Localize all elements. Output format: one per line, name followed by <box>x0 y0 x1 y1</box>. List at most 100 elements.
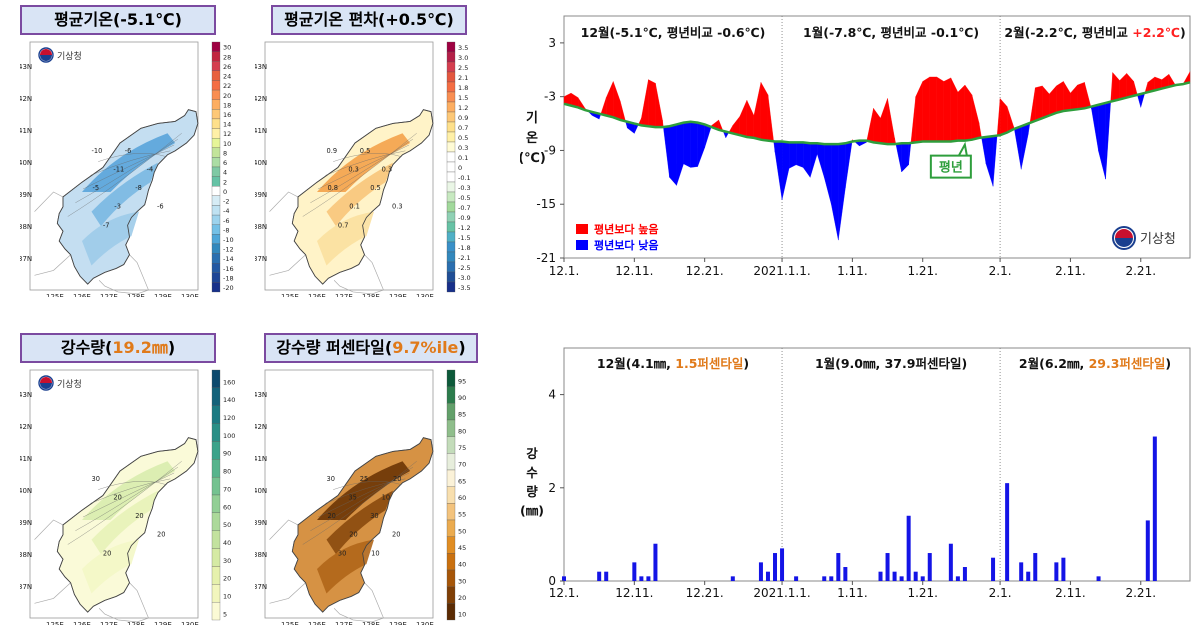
lon-label: 130E <box>416 293 434 297</box>
map-title-highlight: 19.2㎜ <box>112 338 167 357</box>
colorbar-label: 60 <box>458 494 466 502</box>
month-note-end: ) <box>1180 25 1186 40</box>
colorbar-label: -0.5 <box>458 194 471 202</box>
colorbar-label: 2.1 <box>458 74 468 82</box>
map-title-anom: 평균기온 편차(+0.5℃) <box>271 5 467 35</box>
lat-label: 39N <box>20 519 32 527</box>
precip-bar <box>1019 562 1023 581</box>
contour-label: 20 <box>135 512 143 520</box>
colorbar-cell <box>447 52 455 62</box>
colorbar-label: 90 <box>223 450 231 458</box>
lon-label: 128E <box>127 293 145 297</box>
anomaly-fill <box>789 142 796 168</box>
x-tick-label: 12.1. <box>549 264 580 278</box>
colorbar-cell <box>447 62 455 72</box>
legend-swatch <box>576 240 588 250</box>
colorbar-label: 30 <box>458 577 466 585</box>
precip-bar <box>991 558 995 581</box>
month-note-highlight: 29.3퍼센타일 <box>1089 356 1166 371</box>
colorbar-cell <box>212 477 220 495</box>
lat-label: 37N <box>20 583 32 591</box>
colorbar-label: -1.5 <box>458 234 471 242</box>
colorbar-cell <box>212 273 220 283</box>
colorbar-cell <box>447 272 455 282</box>
colorbar-cell <box>447 82 455 92</box>
y-tick-label: -15 <box>536 197 556 211</box>
x-tick-label: 12.1. <box>549 586 580 600</box>
colorbar-cell <box>212 388 220 406</box>
map-title-text: 강수량( <box>61 338 112 357</box>
colorbar-cell <box>447 420 455 437</box>
y-tick-label: -21 <box>536 251 556 265</box>
legend-swatch <box>576 224 588 234</box>
colorbar-cell <box>447 162 455 172</box>
contour-label: 20 <box>393 475 401 483</box>
map-title-highlight: 9.7%ile <box>392 338 458 357</box>
colorbar-label: 160 <box>223 378 235 386</box>
colorbar-cell <box>212 52 220 62</box>
colorbar-label: 2 <box>223 178 227 186</box>
colorbar-cell <box>212 244 220 254</box>
contour-label: 25 <box>360 475 368 483</box>
precip-bar <box>893 572 897 581</box>
colorbar-label: 30 <box>223 557 231 565</box>
colorbar-cell <box>212 566 220 584</box>
precip-bar <box>646 576 650 581</box>
contour-label: 30 <box>327 475 335 483</box>
anomaly-fill <box>670 124 677 185</box>
precip-bar <box>900 576 904 581</box>
contour-label: -10 <box>92 147 103 155</box>
colorbar-label: 0 <box>458 164 462 172</box>
colorbar-cell <box>212 205 220 215</box>
colorbar-label: 10 <box>223 140 231 148</box>
colorbar-label: 0.1 <box>458 154 468 162</box>
colorbar-label: 0.5 <box>458 134 468 142</box>
month-note-text: 2월(-2.2℃, 평년비교 <box>1004 25 1132 40</box>
precip-bar <box>1153 437 1157 581</box>
colorbar-label: -6 <box>223 217 229 225</box>
precip-bar <box>562 576 566 581</box>
contour-label: 0.1 <box>349 203 360 211</box>
precip-bar <box>653 544 657 581</box>
lon-label: 130E <box>416 621 434 625</box>
colorbar-cell <box>212 148 220 158</box>
precip-bar <box>907 516 911 581</box>
lon-label: 130E <box>181 293 199 297</box>
contour-label: 20 <box>349 531 357 539</box>
precip-bar <box>1054 562 1058 581</box>
contour-label: -7 <box>103 221 110 229</box>
colorbar-cell <box>212 186 220 196</box>
lon-label: 129E <box>154 293 172 297</box>
x-tick-label: 2021.1.1. <box>753 586 810 600</box>
contour-label: 35 <box>348 493 356 501</box>
colorbar-cell <box>212 263 220 273</box>
colorbar-label: 30 <box>223 44 231 52</box>
y-tick-label: 4 <box>548 388 556 402</box>
precip-bar <box>731 576 735 581</box>
month-note-text: 1월(-7.8℃, 평년비교 -0.1℃) <box>803 25 979 40</box>
colorbar-label: 26 <box>223 63 231 71</box>
anomaly-fill <box>684 122 691 168</box>
contour-label: 20 <box>103 549 111 557</box>
lat-label: 40N <box>255 159 267 167</box>
contour-label: -3 <box>114 203 121 211</box>
colorbar-cell <box>212 370 220 388</box>
anomaly-fill <box>923 77 930 142</box>
lat-label: 40N <box>255 487 267 495</box>
anomaly-fill <box>1035 86 1042 121</box>
x-tick-label: 1.11. <box>837 586 868 600</box>
colorbar-cell <box>447 262 455 272</box>
colorbar-label: 0.9 <box>458 114 468 122</box>
month-note: 12월(-5.1℃, 평년비교 -0.6℃) <box>581 25 766 40</box>
colorbar-cell <box>212 215 220 225</box>
colorbar-cell <box>212 109 220 119</box>
colorbar-cell <box>212 584 220 602</box>
lat-label: 37N <box>255 583 267 591</box>
colorbar-cell <box>447 142 455 152</box>
colorbar-label: -2.1 <box>458 254 471 262</box>
colorbar-cell <box>447 172 455 182</box>
precip-bar <box>921 576 925 581</box>
y-axis-label: 기 <box>526 111 538 126</box>
colorbar-cell <box>212 459 220 477</box>
lat-label: 42N <box>20 95 32 103</box>
